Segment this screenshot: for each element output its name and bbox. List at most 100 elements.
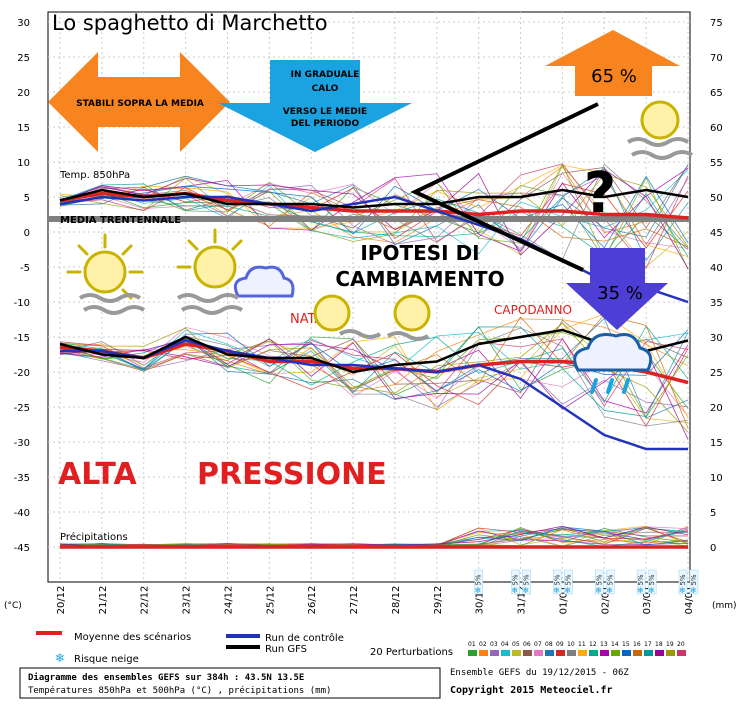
plot-frame <box>47 11 691 583</box>
series-t500-1 <box>60 339 688 451</box>
snow-flake-icon: ❄ <box>553 586 560 595</box>
perturbation-code: 16 <box>633 641 641 648</box>
legend-gfs-swatch <box>226 645 260 649</box>
main-series <box>59 188 689 549</box>
legend-control-swatch <box>226 634 260 638</box>
x-tick-label: 22/12 <box>140 586 151 615</box>
left-tick-label: -25 <box>14 403 30 414</box>
question-mark: ? <box>584 161 616 226</box>
stable-double-arrow <box>48 52 230 152</box>
snow-risk-text: 5% <box>523 574 531 585</box>
t850-label: Temp. 850hPa <box>59 170 130 181</box>
perturbation-code: 02 <box>479 641 487 648</box>
snow-risk-box <box>474 569 483 595</box>
series-t500-2 <box>59 328 689 374</box>
snow-flake-icon: ❄ <box>475 586 482 595</box>
legend-perturbations-label: 20 Perturbations <box>370 647 453 658</box>
right-tick-label: 15 <box>710 438 723 449</box>
left-tick-label: -20 <box>14 368 30 379</box>
snow-flake-icon: ❄ <box>606 586 613 595</box>
sun-cloud-haze-icon <box>176 228 295 315</box>
snow-risk-text: 5% <box>512 574 520 585</box>
snow-risk-box <box>606 569 615 595</box>
left-tick-label: 25 <box>17 53 30 64</box>
snow-flake-icon: ❄ <box>595 586 602 595</box>
snow-risk-box <box>689 569 699 595</box>
perturbation-code-swatch <box>545 650 554 656</box>
perturbation-code-swatch <box>567 650 576 656</box>
perturbation-code: 08 <box>545 641 553 648</box>
right-axis-unit: (mm) <box>712 601 737 611</box>
perturbation-line <box>59 325 689 403</box>
perturbation-code-swatch <box>644 650 653 656</box>
perturbation-code: 03 <box>490 641 498 648</box>
snow-risk-text: 5% <box>606 574 614 585</box>
snow-risk-text: 5% <box>637 574 645 585</box>
legend: Moyenne des scénarios Run de contrôle Ru… <box>36 631 686 665</box>
snow-risk-box <box>553 569 562 595</box>
change-text-1: IPOTESI DI <box>360 241 479 265</box>
perturbation-code-swatch <box>534 650 543 656</box>
left-tick-label: 5 <box>24 193 30 204</box>
footer-line2: Températures 850hPa et 500hPa (°C) , pré… <box>28 685 331 696</box>
right-tick-label: 45 <box>710 228 723 239</box>
up-arrow-65 <box>545 30 680 96</box>
perturbation-code: 20 <box>677 641 685 648</box>
legend-gfs-label: Run GFS <box>265 644 307 655</box>
legend-control-label: Run de contrôle <box>265 632 344 644</box>
sun-haze-icon-3 <box>626 100 694 160</box>
perturbation-code-swatch <box>677 650 686 656</box>
perturbation-code: 06 <box>523 641 531 648</box>
left-tick-label: 15 <box>17 123 30 134</box>
legend-snow-label: Risque neige <box>74 654 139 665</box>
snow-risk-text: 5% <box>690 574 698 585</box>
legend-mean-label: Moyenne des scénarios <box>74 631 191 643</box>
perturbation-code-swatch <box>589 650 598 656</box>
perturbation-line <box>59 184 689 260</box>
x-tick-label: 20/12 <box>56 586 67 615</box>
footer-line1: Diagramme des ensembles GEFS sur 384h : … <box>28 672 304 683</box>
x-tick-label: 31/12 <box>517 586 528 615</box>
series-t850-2 <box>59 188 689 209</box>
snow-risk-text: 5% <box>553 574 561 585</box>
footer-box <box>19 667 441 699</box>
rain-cloud-icon <box>573 333 653 394</box>
chart-title: Lo spaghetto di Marchetto <box>52 11 328 35</box>
snow-risk-box <box>511 569 520 595</box>
precip-label: Précipitations <box>60 531 128 543</box>
perturbation-line <box>59 167 689 262</box>
snow-risk-text: 5% <box>679 574 687 585</box>
perturbation-code-swatch <box>556 650 565 656</box>
perturbation-code: 04 <box>501 641 509 648</box>
right-tick-label: 0 <box>710 543 716 554</box>
perturbation-code-swatch <box>633 650 642 656</box>
perturbation-code: 19 <box>666 641 674 648</box>
x-tick-label: 26/12 <box>307 586 318 615</box>
snow-risk-text: 5% <box>475 574 483 585</box>
right-tick-label: 10 <box>710 473 723 484</box>
perturbation-line <box>59 322 689 433</box>
x-tick-label: 25/12 <box>265 586 276 615</box>
snow-flake-icon: ❄ <box>637 586 644 595</box>
x-tick-label: 01/01 <box>558 586 569 615</box>
legend-mean-swatch <box>36 631 62 635</box>
x-tick-label: 29/12 <box>433 586 444 615</box>
perturbation-precip-line <box>59 527 689 547</box>
perturbation-codes: 01 02 03 04 05 06 07 08 09 10 11 12 13 14 15 16 17 18 19 20 <box>468 641 686 656</box>
perturbation-code-swatch <box>666 650 675 656</box>
gradual-drop-text-1: IN GRADUALE <box>291 70 360 80</box>
x-tick-label: 27/12 <box>349 586 360 615</box>
perturbation-code: 05 <box>512 641 520 648</box>
left-tick-label: -45 <box>14 543 30 554</box>
left-tick-label: 30 <box>17 18 30 29</box>
perturbation-code: 01 <box>468 641 476 648</box>
left-tick-label: 10 <box>17 158 30 169</box>
left-tick-label: 0 <box>24 228 30 239</box>
perturbation-code: 18 <box>655 641 663 648</box>
left-tick-label: -15 <box>14 333 30 344</box>
perturbation-code: 09 <box>556 641 564 648</box>
right-tick-label: 35 <box>710 298 723 309</box>
right-tick-label: 65 <box>710 88 723 99</box>
